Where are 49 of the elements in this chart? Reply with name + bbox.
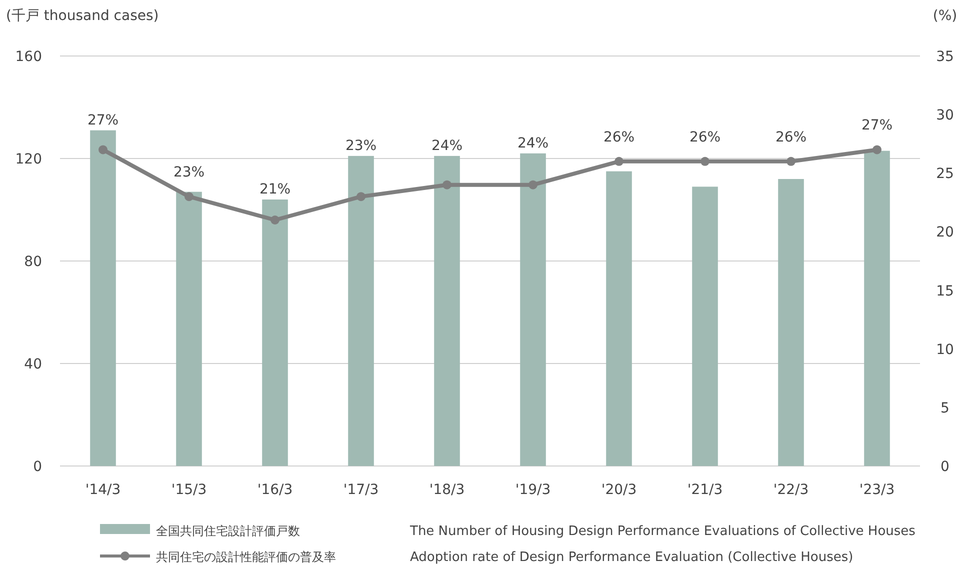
x-tick-label: '17/3 [343,482,379,498]
data-label: 26% [603,129,635,146]
x-tick-label: '23/3 [859,482,895,498]
text: The Number of Housing Design Performance Evaluations of Collective Houses [409,524,916,539]
legend-label: 全国共同住宅設計評価戸数 [156,524,300,538]
y2-tick-label: 0 [940,459,950,475]
point [614,156,624,166]
x-tick-label: '18/3 [429,482,465,498]
point [98,145,108,154]
x-tick-label: '16/3 [257,482,293,498]
x-tick-label: '20/3 [601,482,637,498]
data-label: 27% [87,112,119,128]
y2-tick-label: 35 [936,49,954,65]
point [528,180,538,190]
data-label: 23% [173,164,205,181]
point [786,156,796,166]
y-tick-label: 0 [33,459,42,475]
y2-tick-label: 30 [936,108,954,124]
y-tick-label: 160 [15,49,42,65]
x-tick-label: '15/3 [171,482,207,498]
text: Adoption rate of Design Performance Evaluation (Collective Houses) [410,550,854,565]
y2-tick-label: 5 [940,400,950,416]
y2-tick-label: 10 [936,342,954,358]
data-label: 26% [689,129,721,146]
point [442,180,452,190]
y2-axis-title: (%) [932,8,958,24]
point [700,156,710,166]
y2-tick-label: 25 [936,166,954,182]
data-label: 21% [259,182,291,198]
x-tick-label: '21/3 [687,482,723,498]
point [184,192,194,202]
x-tick-label: '19/3 [515,482,551,498]
point [872,145,882,154]
legend-label: 共同住宅の設計性能評価の普及率 [156,550,336,564]
data-label: 23% [345,138,377,154]
y-tick-label: 40 [24,356,42,372]
data-label: 24% [431,138,463,154]
y2-tick-label: 15 [936,283,954,300]
y-axis-title: (千戸 thousand cases) [6,8,159,24]
y2-tick-label: 20 [936,224,954,241]
data-label: 24% [517,135,549,152]
data-label: 27% [861,118,893,134]
point [270,216,280,224]
data-label: 26% [775,129,807,146]
y-tick-label: 120 [15,152,42,168]
x-tick-label: '22/3 [773,482,809,498]
x-tick-label: '14/3 [85,482,121,498]
point [356,192,366,202]
y-tick-label: 80 [24,254,42,270]
